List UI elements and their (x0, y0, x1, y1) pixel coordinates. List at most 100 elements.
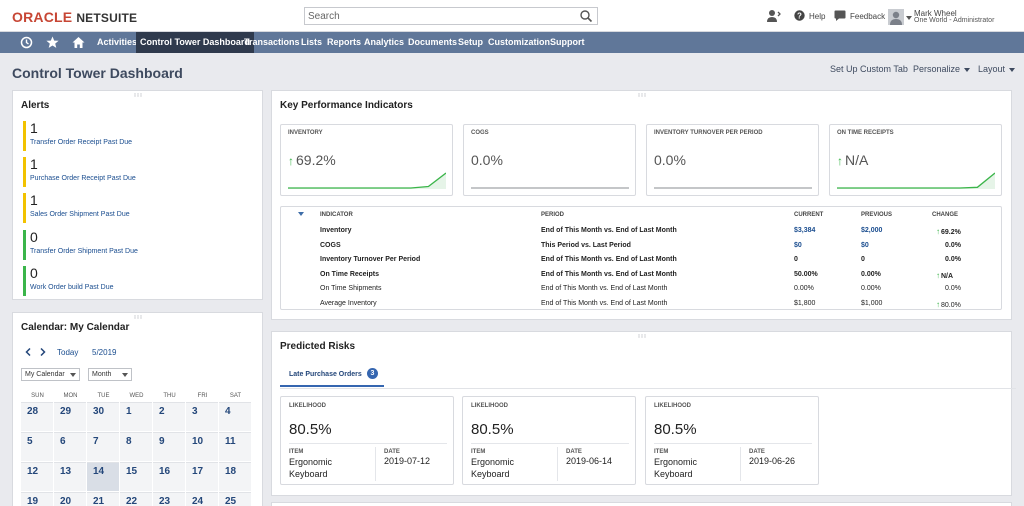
calendar-day-cell[interactable]: 23 (153, 492, 185, 506)
calendar-day-cell[interactable]: 20 (54, 492, 86, 506)
calendar-day-cell[interactable]: 16 (153, 462, 185, 491)
alerts-title: Alerts (21, 100, 50, 111)
calendar-select[interactable]: My Calendar (21, 368, 80, 381)
kpi-card-value-wrap: 0.0% (654, 152, 686, 168)
nav-lists[interactable]: Lists (301, 37, 323, 47)
kpi-card[interactable]: COGS 0.0% (463, 124, 636, 196)
nav-support[interactable]: Support (550, 37, 585, 47)
calendar-day-cell[interactable]: 1 (120, 402, 152, 431)
alert-link[interactable]: Work Order build Past Due (30, 284, 114, 291)
calendar-day-cell[interactable]: 22 (120, 492, 152, 506)
alert-link[interactable]: Transfer Order Shipment Past Due (30, 248, 138, 255)
calendar-day-cell[interactable]: 2 (153, 402, 185, 431)
setup-custom-tab-link[interactable]: Set Up Custom Tab (830, 64, 908, 74)
layout-menu[interactable]: Layout (978, 64, 1016, 74)
nav-transactions[interactable]: Transactions (244, 37, 300, 47)
kpi-card-value: N/A (845, 152, 869, 168)
kpi-period: This Period vs. Last Period (541, 242, 631, 249)
today-button[interactable]: Today (57, 348, 79, 357)
feedback-icon[interactable] (834, 10, 846, 21)
nav-setup[interactable]: Setup (458, 37, 484, 47)
kpi-previous[interactable]: $0 (861, 241, 869, 249)
risk-card[interactable]: LIKELIHOOD 80.5% ITEM Ergonomic Keyboard DAT… (462, 396, 636, 485)
kpi-current[interactable]: $3,384 (794, 227, 816, 234)
date-label: DATE (566, 449, 582, 455)
nav-reports[interactable]: Reports (327, 37, 362, 47)
calendar-day-cell[interactable]: 6 (54, 432, 86, 461)
help-icon[interactable]: ? (794, 10, 805, 21)
calendar-day-cell[interactable]: 18 (219, 462, 251, 491)
global-search (304, 7, 598, 25)
kpi-card[interactable]: INVENTORY TURNOVER PER PERIOD 0.0% (646, 124, 819, 196)
calendar-day-cell[interactable]: 13 (54, 462, 86, 491)
user-role: One World - Administrator (914, 17, 995, 24)
help-link[interactable]: Help (809, 12, 826, 21)
calendar-day-cell[interactable]: 4 (219, 402, 251, 431)
search-input[interactable] (305, 8, 565, 24)
current-month-label: 5/2019 (92, 348, 117, 357)
calendar-day-number: 3 (192, 406, 198, 417)
calendar-day-cell[interactable]: 10 (186, 432, 218, 461)
nav-customization[interactable]: Customization (488, 37, 550, 47)
calendar-day-cell[interactable]: 19 (21, 492, 53, 506)
kpi-card[interactable]: INVENTORY ↑ 69.2% (280, 124, 453, 196)
kpi-change-value: 69.2% (941, 229, 961, 236)
kpi-change: ↑N/A (936, 271, 953, 280)
calendar-day-cell[interactable]: 21 (87, 492, 119, 506)
chevron-right-icon[interactable] (40, 348, 46, 356)
calendar-title: Calendar: My Calendar (21, 322, 130, 333)
favorites-star-icon[interactable] (45, 35, 60, 50)
drag-handle-icon[interactable] (134, 93, 144, 97)
alert-link[interactable]: Transfer Order Receipt Past Due (30, 139, 133, 146)
sparkline-line (837, 172, 995, 189)
calendar-day-cell[interactable]: 3 (186, 402, 218, 431)
period-link[interactable]: End of This Month (541, 227, 603, 234)
feedback-link[interactable]: Feedback (850, 12, 886, 21)
period-link[interactable]: End of Last Month (615, 227, 677, 234)
collapse-toggle-icon[interactable] (298, 212, 304, 216)
recent-records-icon[interactable] (766, 9, 782, 23)
date-value: 2019-06-14 (566, 456, 613, 466)
kpi-current[interactable]: $0 (794, 241, 802, 249)
nav-activities[interactable]: Activities (97, 37, 138, 47)
drag-handle-icon[interactable] (638, 334, 648, 338)
calendar-day-cell[interactable]: 14 (87, 462, 119, 491)
view-select[interactable]: Month (88, 368, 132, 381)
chevron-left-icon[interactable] (25, 348, 31, 356)
calendar-day-cell[interactable]: 24 (186, 492, 218, 506)
calendar-day-cell[interactable]: 7 (87, 432, 119, 461)
calendar-day-cell[interactable]: 28 (21, 402, 53, 431)
calendar-day-cell[interactable]: 5 (21, 432, 53, 461)
calendar-day-cell[interactable]: 30 (87, 402, 119, 431)
nav-control-tower-dashboard[interactable]: Control Tower Dashboard (136, 32, 254, 53)
weekday-header: SAT (229, 393, 242, 399)
nav-analytics[interactable]: Analytics (364, 37, 405, 47)
personalize-menu[interactable]: Personalize (913, 64, 971, 74)
calendar-day-cell[interactable]: 29 (54, 402, 86, 431)
risk-card[interactable]: LIKELIHOOD 80.5% ITEM Ergonomic Keyboard DAT… (280, 396, 454, 485)
calendar-day-cell[interactable]: 8 (120, 432, 152, 461)
calendar-day-cell[interactable]: 15 (120, 462, 152, 491)
recent-history-icon[interactable] (19, 35, 34, 50)
calendar-day-cell[interactable]: 25 (219, 492, 251, 506)
netsuite-logo[interactable]: ORACLE NETSUITE (12, 9, 137, 25)
drag-handle-icon[interactable] (638, 93, 648, 97)
calendar-day-cell[interactable]: 17 (186, 462, 218, 491)
drag-handle-icon[interactable] (134, 315, 144, 319)
alert-link[interactable]: Sales Order Shipment Past Due (30, 211, 130, 218)
nav-documents[interactable]: Documents (408, 37, 458, 47)
kpi-card[interactable]: ON TIME RECEIPTS ↑ N/A (829, 124, 1002, 196)
kpi-previous[interactable]: $2,000 (861, 227, 883, 234)
period-link[interactable]: This Period (541, 241, 580, 249)
risk-card[interactable]: LIKELIHOOD 80.5% ITEM Ergonomic Keyboard DAT… (645, 396, 819, 485)
alert-link[interactable]: Purchase Order Receipt Past Due (30, 175, 136, 182)
calendar-day-cell[interactable]: 12 (21, 462, 53, 491)
period-link[interactable]: Last Period (592, 241, 631, 249)
calendar-day-cell[interactable]: 11 (219, 432, 251, 461)
user-menu[interactable] (886, 6, 996, 28)
home-icon[interactable] (71, 35, 86, 50)
tab-late-purchase-orders[interactable]: Late Purchase Orders 3 (280, 367, 384, 387)
search-icon[interactable] (579, 9, 593, 23)
calendar-day-cell[interactable]: 9 (153, 432, 185, 461)
page-title: Control Tower Dashboard (12, 65, 183, 81)
